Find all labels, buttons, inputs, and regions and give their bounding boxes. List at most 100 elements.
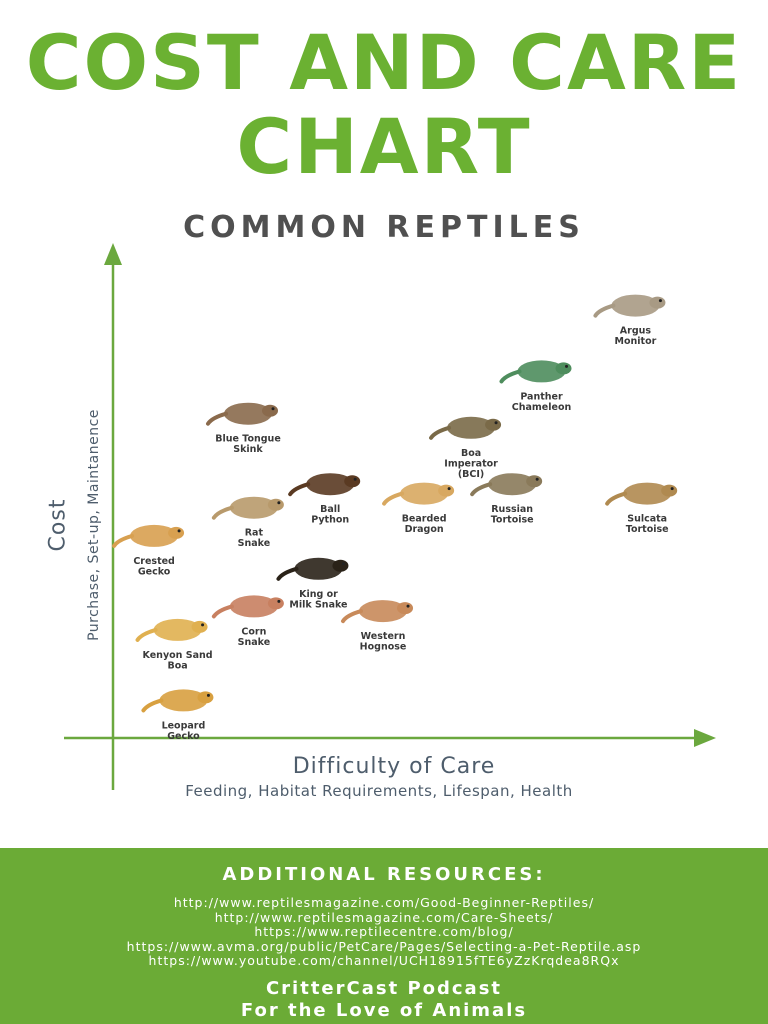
chart-title-line1: COST AND CARE	[25, 18, 743, 107]
point-label-line: King or	[299, 589, 338, 600]
resources-heading: ADDITIONAL RESOURCES:	[222, 864, 546, 885]
point-label-line: Leopard	[162, 720, 206, 731]
reptile-point: Leopard Gecko	[141, 689, 214, 742]
point-label-line: Snake	[238, 637, 271, 648]
resource-link[interactable]: https://www.reptilecentre.com/blog/	[254, 924, 514, 939]
reptile-head-icon	[344, 475, 361, 488]
resource-link[interactable]: http://www.reptilesmagazine.com/Good-Beg…	[173, 895, 595, 910]
point-label-line: Blue Tongue	[215, 434, 281, 445]
point-label-line: Gecko	[138, 566, 171, 577]
reptile-tail-icon	[211, 604, 234, 619]
point-label-line: Argus	[620, 326, 652, 337]
point-label-line: (BCI)	[458, 469, 484, 480]
podcast-name: CritterCast Podcast	[265, 978, 503, 999]
point-label-line: Snake	[238, 538, 271, 549]
point-label-line: Monitor	[615, 336, 657, 347]
reptile-head-icon	[485, 418, 502, 431]
reptile-point: Argus Monitor	[593, 294, 666, 348]
resource-link[interactable]: http://www.reptilesmagazine.com/Care-She…	[214, 909, 554, 925]
reptile-tail-icon	[470, 482, 493, 497]
point-label-line: Tortoise	[626, 524, 669, 535]
point-label-line: Bearded	[402, 514, 447, 525]
reptile-tail-icon	[211, 505, 234, 520]
reptile-point: Panther Chameleon	[499, 360, 572, 413]
resource-link[interactable]: https://www.youtube.com/channel/UCH18915…	[148, 953, 620, 968]
resource-links: http://www.reptilesmagazine.com/Good-Beg…	[0, 895, 768, 969]
point-label-line: Kenyon Sand	[143, 650, 213, 661]
reptile-tail-icon	[499, 369, 522, 384]
reptile-icon	[159, 689, 208, 712]
x-axis-title: Difficulty of Care	[292, 754, 496, 779]
point-label: Rat Snake	[238, 528, 271, 550]
reptile-eye-icon	[494, 421, 498, 425]
reptile-eye-icon	[271, 407, 275, 411]
reptile-head-icon	[649, 296, 666, 309]
point-label-line: Western	[361, 631, 406, 642]
point-label-line: Milk Snake	[289, 599, 347, 610]
point-label-line: Corn	[241, 626, 266, 637]
reptile-point: Ball Python	[288, 473, 361, 526]
reptile-tail-icon	[206, 411, 229, 426]
reptile-head-icon	[555, 362, 572, 375]
reptile-eye-icon	[277, 501, 281, 505]
reptile-point: Kenyon Sand Boa	[135, 618, 213, 671]
reptile-icon	[130, 524, 179, 547]
point-label: Ball Python	[311, 504, 349, 526]
point-label: Bearded Dragon	[402, 514, 447, 536]
reptile-eye-icon	[670, 487, 674, 491]
reptile-icon	[400, 482, 449, 505]
x-axis-subtitle: Feeding, Habitat Requirements, Lifespan,…	[185, 782, 573, 800]
reptile-tail-icon	[593, 303, 616, 318]
reptile-tail-icon	[341, 609, 364, 624]
point-label-line: Skink	[233, 444, 263, 455]
reptile-icon	[447, 416, 496, 439]
reptile-point: Western Hognose	[341, 600, 414, 653]
y-axis-subtitle: Purchase, Set-up, Maintanence	[86, 409, 102, 641]
point-label-line: Sulcata	[627, 514, 667, 525]
resource-link[interactable]: https://www.avma.org/public/PetCare/Page…	[126, 938, 642, 954]
reptile-head-icon	[438, 484, 455, 497]
point-label-line: Tortoise	[491, 515, 534, 526]
reptile-icon	[488, 473, 537, 496]
point-label-line: Boa	[461, 448, 481, 459]
reptile-icon	[359, 600, 408, 623]
chart-subtitle: COMMON REPTILES	[183, 210, 585, 245]
point-label-line: Russian	[491, 504, 533, 515]
reptile-point: King or Milk Snake	[276, 557, 349, 610]
reptile-point: Corn Snake	[211, 595, 284, 648]
point-label: Leopard Gecko	[162, 720, 206, 742]
reptile-icon	[517, 360, 566, 383]
reptile-eye-icon	[353, 477, 357, 481]
reptile-icon	[623, 482, 672, 505]
point-label: Sulcata Tortoise	[626, 514, 669, 536]
reptile-icon	[224, 402, 273, 425]
reptile-head-icon	[191, 620, 208, 633]
reptile-head-icon	[661, 484, 678, 497]
reptile-head-icon	[397, 602, 414, 615]
reptile-eye-icon	[658, 299, 662, 303]
reptile-tail-icon	[605, 491, 628, 506]
point-label-line: Rat	[245, 528, 264, 539]
reptile-point: Sulcata Tortoise	[605, 482, 678, 536]
point-label-line: Gecko	[167, 731, 200, 742]
reptile-tail-icon	[276, 566, 299, 581]
point-label: Russian Tortoise	[491, 504, 534, 526]
reptile-eye-icon	[277, 599, 281, 603]
point-label-line: Ball	[320, 504, 340, 515]
reptile-icon	[229, 496, 278, 519]
chart-title-line2: CHART	[236, 102, 532, 191]
point-label-line: Python	[311, 515, 349, 526]
point-label-line: Boa	[167, 660, 187, 671]
reptile-head-icon	[526, 475, 543, 488]
reptile-eye-icon	[206, 693, 210, 697]
reptile-point: Russian Tortoise	[470, 473, 543, 526]
y-axis-title: Cost	[45, 498, 71, 552]
reptile-point: Crested Gecko	[112, 524, 185, 577]
point-label: Argus Monitor	[615, 326, 657, 348]
reptile-icon	[229, 595, 278, 618]
point-label: Corn Snake	[238, 626, 271, 648]
reptile-icon	[294, 557, 343, 580]
reptile-point: Bearded Dragon	[382, 482, 455, 536]
reptile-point: Blue Tongue Skink	[206, 402, 281, 455]
